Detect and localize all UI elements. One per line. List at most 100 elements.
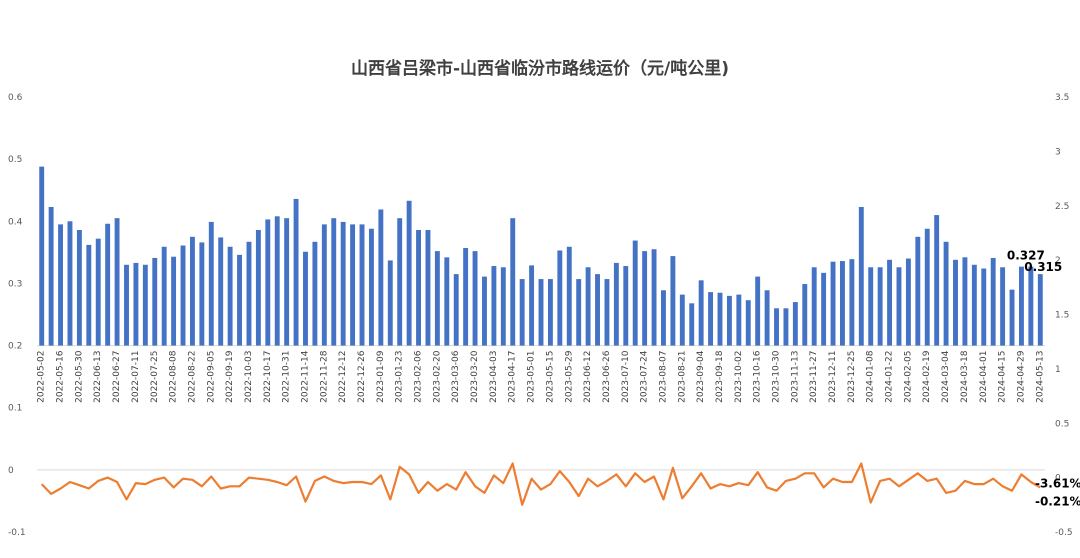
bar — [1009, 289, 1015, 346]
bar — [755, 276, 761, 346]
x-tick-label: 2023-02-06 — [414, 350, 424, 403]
x-tick-label: 2022-06-13 — [93, 351, 103, 403]
bar — [547, 279, 553, 346]
bar — [1028, 266, 1034, 346]
bar — [142, 264, 148, 346]
bar — [293, 198, 299, 346]
bar — [981, 268, 987, 346]
bar — [48, 206, 54, 346]
x-tick-label: 2022-09-05 — [206, 351, 216, 403]
bar — [321, 224, 327, 346]
bar — [208, 221, 214, 346]
x-tick-label: 2024-02-19 — [922, 350, 932, 403]
bar — [821, 272, 827, 346]
x-tick-label: 2022-11-14 — [300, 350, 310, 403]
bar — [189, 236, 195, 346]
bar — [114, 218, 120, 346]
bar — [519, 279, 525, 346]
data-label: -0.21% — [1035, 494, 1080, 508]
bar — [246, 241, 252, 346]
bar — [840, 261, 845, 346]
bar — [95, 238, 101, 346]
data-label: -3.61% — [1035, 476, 1080, 490]
bar — [76, 229, 82, 346]
left-axis: -0.1 0 0.1 0.2 0.3 0.4 0.5 0.6 — [8, 93, 26, 538]
right-axis-tick: -0.5 — [1055, 528, 1073, 538]
x-tick-label: 2023-03-06 — [451, 350, 461, 403]
bar-series — [39, 166, 1043, 346]
bar — [849, 259, 855, 346]
bar — [585, 267, 591, 346]
left-axis-tick: 0 — [8, 466, 14, 476]
x-tick-label: 2023-08-07 — [658, 351, 668, 403]
x-tick-label: 2023-09-18 — [715, 350, 725, 403]
x-tick-label: 2022-08-08 — [169, 350, 179, 403]
x-tick-label: 2024-03-18 — [960, 350, 970, 403]
right-axis-tick: 2.5 — [1055, 202, 1069, 212]
bar — [887, 259, 893, 346]
bar — [39, 166, 45, 346]
bar — [444, 257, 450, 346]
bar — [378, 209, 384, 346]
left-axis-tick: 0.2 — [8, 342, 22, 352]
bar — [736, 294, 742, 346]
bar — [604, 279, 610, 346]
x-tick-label: 2023-01-09 — [376, 350, 386, 403]
bar — [896, 267, 902, 346]
bar — [510, 218, 516, 346]
left-axis-tick: 0.3 — [8, 279, 22, 289]
bar — [830, 261, 836, 346]
x-tick-label: 2022-05-02 — [37, 351, 47, 403]
bar — [331, 218, 337, 346]
x-tick-label: 2022-08-22 — [187, 351, 197, 403]
x-tick-label: 2023-01-23 — [395, 351, 405, 403]
bar — [1000, 267, 1006, 346]
bar — [453, 274, 459, 346]
x-tick-label: 2024-03-04 — [941, 350, 951, 403]
x-tick-label: 2024-04-15 — [998, 351, 1008, 403]
bar — [359, 224, 365, 346]
right-axis-tick: 3.5 — [1055, 93, 1069, 103]
x-tick-label: 2022-05-16 — [56, 350, 66, 403]
data-label: 0.315 — [1024, 260, 1062, 274]
bar — [500, 267, 506, 346]
right-axis-tick: 1.5 — [1055, 311, 1069, 321]
x-tick-label: 2022-10-31 — [282, 351, 292, 403]
bar — [538, 279, 544, 346]
x-tick-label: 2022-12-26 — [357, 350, 367, 403]
bar — [387, 260, 393, 346]
x-tick-label: 2023-04-03 — [489, 351, 499, 403]
x-tick-label: 2024-05-13 — [1035, 351, 1045, 403]
right-axis-tick: 1 — [1055, 365, 1061, 375]
bar — [491, 266, 497, 346]
line-path — [40, 462, 1041, 506]
bar — [953, 259, 958, 346]
bar — [312, 241, 318, 346]
bar — [566, 246, 572, 346]
bar — [67, 221, 73, 346]
x-tick-label: 2022-07-11 — [131, 351, 141, 403]
bar — [679, 294, 685, 346]
bar — [670, 256, 676, 346]
bar — [717, 292, 723, 346]
bar — [774, 308, 779, 346]
x-tick-label: 2023-02-20 — [432, 350, 442, 403]
bar — [350, 224, 356, 346]
x-tick-label: 2022-12-12 — [338, 351, 348, 403]
bar — [745, 300, 751, 346]
bar — [105, 223, 111, 346]
bar — [434, 251, 440, 346]
bar — [632, 240, 638, 346]
left-axis-tick: 0.5 — [8, 155, 22, 165]
bar — [472, 251, 478, 346]
bar — [218, 237, 224, 346]
line-series — [40, 462, 1041, 506]
bar — [58, 224, 64, 346]
x-tick-label: 2022-10-03 — [244, 351, 254, 403]
data-label: 0.327 — [1007, 249, 1045, 263]
x-tick-label: 2023-05-15 — [545, 351, 555, 403]
x-tick-label: 2023-04-17 — [508, 351, 518, 403]
bar — [397, 218, 403, 346]
